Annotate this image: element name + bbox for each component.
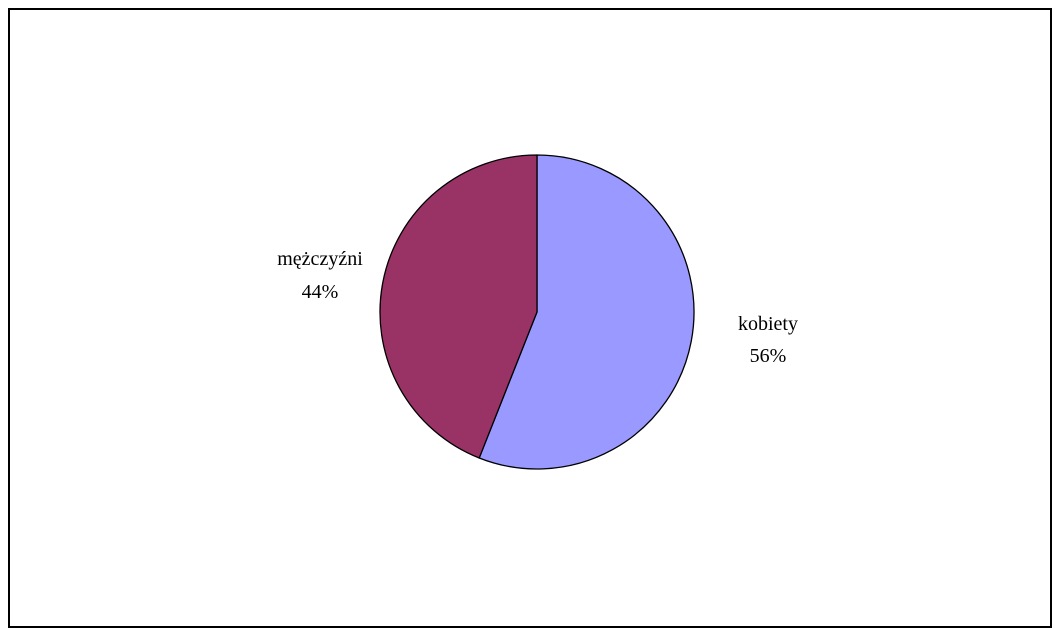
pie-labels: kobiety 56% mężczyźni 44% <box>277 248 798 367</box>
pie-slice-0 <box>478 154 695 470</box>
pie-chart: kobiety 56% mężczyźni 44% <box>277 154 798 470</box>
slice-label-0: kobiety <box>738 313 798 335</box>
pie-slice-1 <box>379 154 538 459</box>
pie-slices <box>379 154 695 470</box>
slice-label-1: mężczyźni <box>277 248 363 270</box>
slice-value-label-1: 44% <box>302 281 339 303</box>
slice-value-label-0: 56% <box>750 345 787 367</box>
